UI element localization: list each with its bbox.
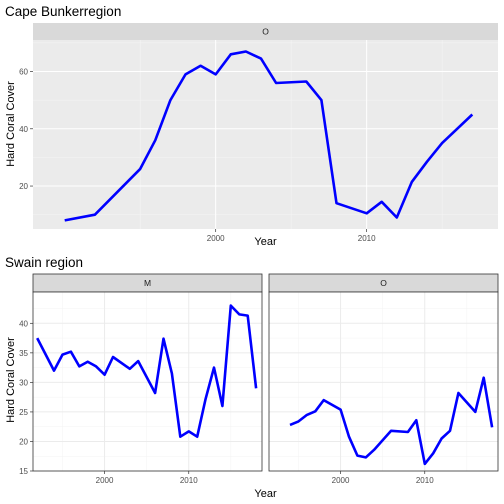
x-tick-label: 2010	[180, 476, 198, 485]
bottom-chart-ylabel: Hard Coral Cover	[5, 337, 17, 423]
x-tick-label: 2000	[96, 476, 114, 485]
y-tick-label: 15	[19, 467, 28, 476]
bottom-chart-title: Swain region	[5, 255, 83, 270]
y-tick-label: 30	[19, 378, 28, 387]
panel-0-0: O 2000 2010 20 40 60	[19, 23, 498, 243]
chart-panels: O 2000 2010 20 40 60 M 2000 2010 15 20 25 30 35 40 O 200…	[19, 23, 499, 485]
top-chart-xlabel: Year	[254, 236, 277, 248]
plot-background	[33, 292, 262, 471]
panel-strip	[33, 23, 498, 40]
bottom-chart-xlabel: Year	[254, 488, 277, 500]
panel-border	[32, 291, 263, 472]
series-line	[64, 50, 474, 222]
y-tick-label: 60	[19, 68, 28, 77]
panel-1-0: M 2000 2010 15 20 25 30 35 40	[19, 273, 263, 485]
plot-background	[269, 292, 498, 471]
y-tick-label: 40	[19, 319, 28, 328]
series-line	[36, 304, 258, 439]
x-tick-label: 2000	[332, 476, 350, 485]
panel-strip-label: O	[262, 27, 269, 37]
x-tick-label: 2010	[416, 476, 434, 485]
y-tick-label: 40	[19, 125, 28, 134]
y-tick-label: 20	[19, 182, 28, 191]
y-tick-label: 35	[19, 349, 28, 358]
panel-border	[268, 291, 499, 472]
panel-1-1: O 2000 2010	[268, 273, 499, 485]
x-tick-label: 2000	[207, 234, 225, 243]
y-tick-label: 20	[19, 437, 28, 446]
top-chart-ylabel: Hard Coral Cover	[5, 81, 17, 167]
y-tick-label: 25	[19, 408, 28, 417]
panel-strip-label: M	[144, 278, 151, 288]
panel-strip-label: O	[380, 278, 387, 288]
x-tick-label: 2010	[358, 234, 376, 243]
plot-background	[33, 40, 498, 229]
top-chart-title: Cape Bunkerregion	[5, 4, 121, 19]
